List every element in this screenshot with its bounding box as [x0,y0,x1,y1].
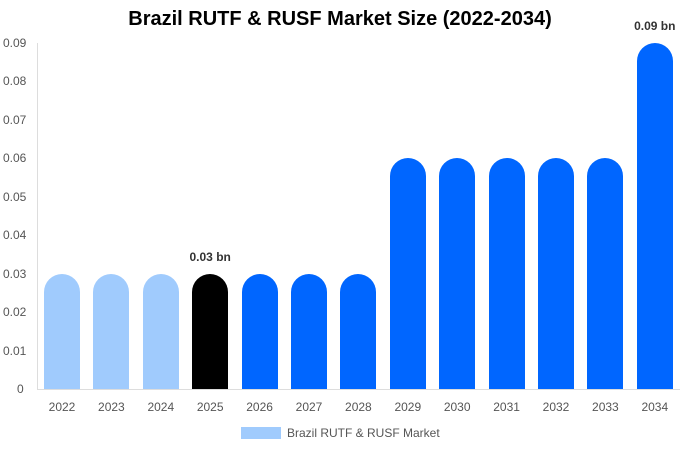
bar-2026[interactable] [241,273,278,389]
y-tick-label: 0.01 [3,343,27,358]
bar-2023[interactable] [93,273,130,389]
y-tick-label: 0 [17,382,24,396]
chart-title: Brazil RUTF & RUSF Market Size (2022-203… [128,8,552,30]
x-tick-label: 2031 [493,400,520,414]
x-tick-label: 2027 [295,400,323,414]
bar-2030[interactable] [439,158,476,389]
x-tick-label: 2034 [641,400,669,414]
bar-2031[interactable] [488,158,525,389]
legend-label: Brazil RUTF & RUSF Market [287,426,440,440]
x-tick-label: 2025 [196,400,224,414]
bar-2024[interactable] [142,273,179,389]
x-tick-label: 2022 [48,400,76,414]
bar-2028[interactable] [340,273,377,389]
y-tick-label: 0.05 [3,189,27,204]
x-tick-label: 2023 [98,400,125,414]
y-tick-label: 0.02 [3,305,27,320]
x-axis-line [37,389,680,390]
data-label: 0.09 bn [634,19,676,33]
y-tick-label: 0.08 [3,74,27,89]
x-tick-label: 2030 [443,400,471,414]
bar-2032[interactable] [538,158,574,389]
x-tick-label: 2032 [542,400,570,414]
x-tick-label: 2026 [246,400,273,414]
bar-2029[interactable] [389,158,426,389]
bar-2027[interactable] [291,273,327,389]
y-axis-line [37,43,38,389]
y-tick-label: 0.04 [3,228,27,243]
x-tick-label: 2024 [147,400,175,414]
y-tick-label: 0.03 [3,266,27,281]
legend-swatch [241,427,281,439]
bar-2025[interactable] [192,273,229,389]
bar-2033[interactable] [587,158,624,389]
y-tick-label: 0.09 [3,36,27,50]
y-tick-label: 0.06 [3,151,27,166]
bar-2034[interactable] [636,43,673,389]
legend[interactable]: Brazil RUTF & RUSF Market [241,426,440,440]
x-tick-label: 2033 [592,400,619,414]
y-tick-label: 0.07 [3,112,27,127]
data-label: 0.03 bn [189,249,231,264]
bar-2022[interactable] [44,273,80,389]
x-tick-label: 2028 [345,400,372,414]
x-tick-label: 2029 [394,400,422,414]
